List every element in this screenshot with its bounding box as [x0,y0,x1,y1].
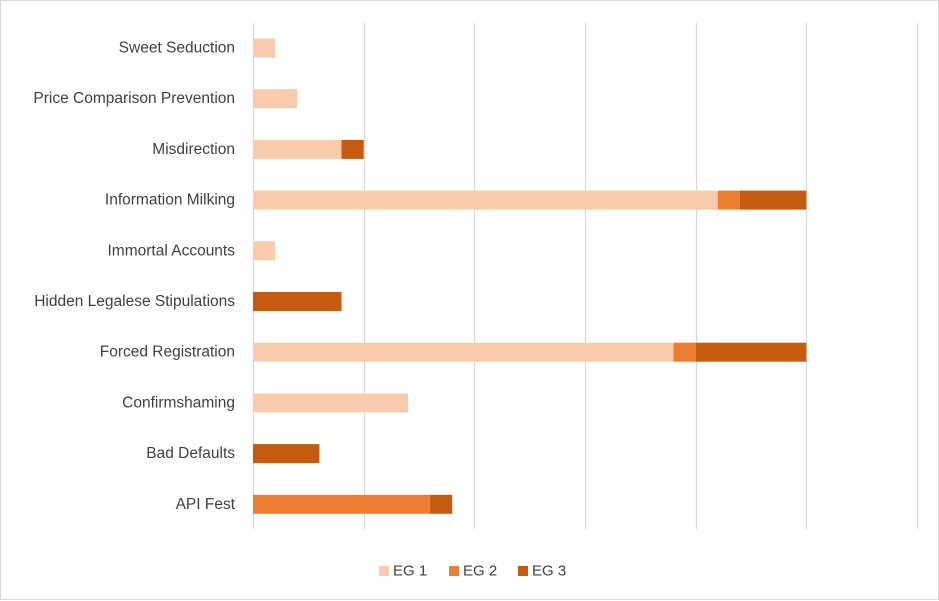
legend-label-eg-1: EG 1 [393,563,427,580]
legend-label-eg-2: EG 2 [463,563,497,580]
bar-api-fest-eg-3 [430,494,453,514]
bar-forced-registration-eg-3 [695,342,807,362]
gridlines [252,23,919,529]
category-label-sweet-seduction: Sweet Seduction [119,40,235,57]
category-label-api-fest: API Fest [176,496,236,513]
bar-forced-registration-eg-2 [673,342,696,362]
category-label-bad-defaults: Bad Defaults [146,445,235,462]
bar-forced-registration-eg-1 [253,342,674,362]
legend-swatch-eg-3 [518,566,528,576]
legend-swatch-eg-2 [449,566,459,576]
category-label-hidden-legalese-stipulations: Hidden Legalese Stipulations [34,293,235,310]
bar-bad-defaults-eg-3 [253,444,320,464]
category-label-confirmshaming: Confirmshaming [122,394,235,411]
bar-information-milking-eg-1 [253,190,718,210]
bar-price-comparison-prevention-eg-1 [253,89,298,109]
category-label-information-milking: Information Milking [105,192,235,209]
bar-information-milking-eg-3 [739,190,807,210]
bar-hidden-legalese-stipulations-eg-3 [253,292,342,311]
category-label-immortal-accounts: Immortal Accounts [108,242,236,259]
category-label-forced-registration: Forced Registration [100,344,235,361]
legend-swatch-eg-1 [379,566,389,576]
category-label-price-comparison-prevention: Price Comparison Prevention [33,90,235,107]
category-label-misdirection: Misdirection [152,141,235,158]
bar-sweet-seduction-eg-1 [253,38,276,58]
bar-api-fest-eg-2 [253,494,431,514]
bar-confirmshaming-eg-1 [253,393,408,413]
bar-misdirection-eg-3 [341,139,364,159]
legend-label-eg-3: EG 3 [532,563,566,580]
bar-information-milking-eg-2 [717,190,740,210]
bars [253,38,807,514]
bar-misdirection-eg-1 [253,139,342,159]
bar-immortal-accounts-eg-1 [253,241,276,261]
legend: EG 1 EG 2 EG 3 [379,563,566,580]
category-labels: Sweet Seduction Price Comparison Preventi… [33,40,235,513]
